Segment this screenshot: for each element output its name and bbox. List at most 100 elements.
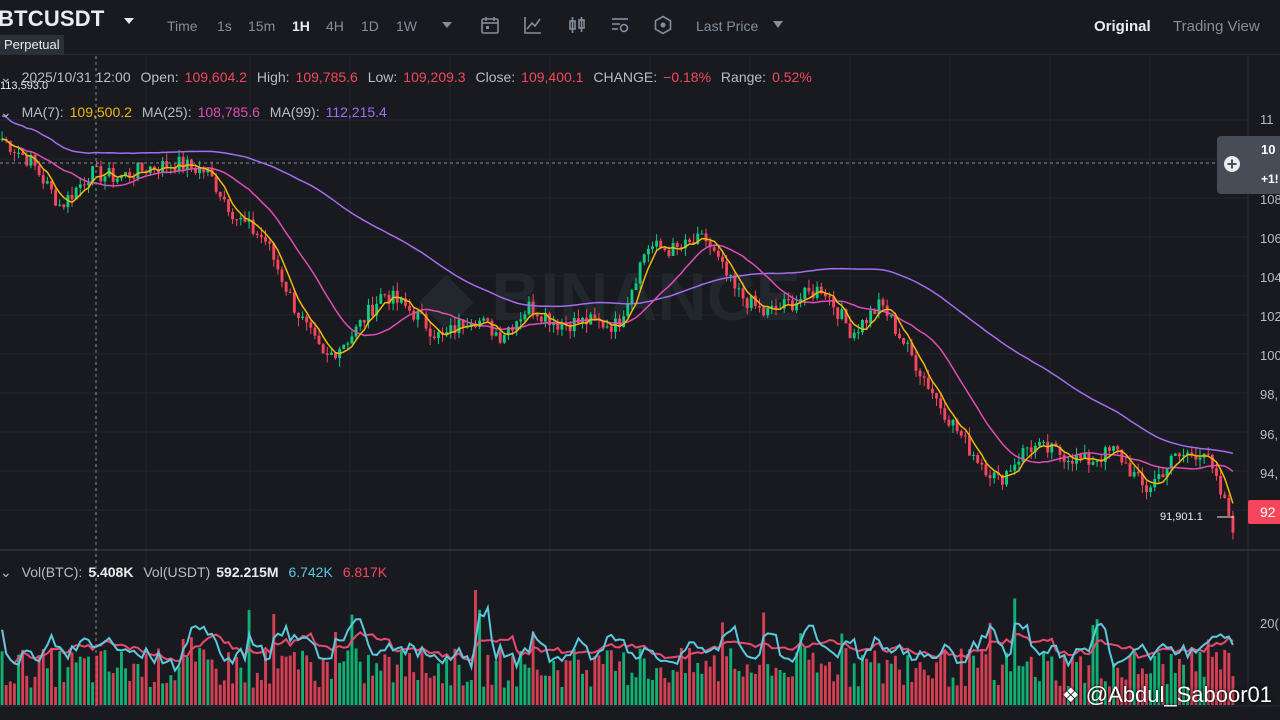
volume-bar — [231, 683, 235, 705]
view-original[interactable]: Original — [1094, 18, 1151, 35]
volume-bar — [1231, 676, 1235, 705]
volume-bar — [321, 658, 325, 705]
candle-body — [745, 298, 749, 308]
volume-bar — [1190, 647, 1194, 705]
candle-body — [432, 336, 436, 339]
add-alert-icon[interactable] — [1223, 155, 1241, 173]
legend-caret-icon[interactable]: ⌄ — [0, 69, 12, 85]
hexagon-icon[interactable] — [653, 15, 673, 35]
volume-bar — [614, 670, 617, 705]
volume-bar — [305, 655, 309, 705]
candle-body — [609, 326, 613, 332]
candle-body — [889, 315, 893, 317]
volume-bar — [721, 622, 724, 705]
candle-body — [334, 352, 337, 359]
volume-bar — [37, 655, 41, 705]
volume-bar — [157, 648, 160, 705]
volume-bar — [535, 669, 539, 705]
timeframe-4h[interactable]: 4H — [326, 18, 344, 34]
symbol-dropdown-icon[interactable] — [124, 18, 134, 24]
more-timeframes-icon[interactable] — [442, 22, 452, 28]
price-chart[interactable]: ◆ BINANCE — [0, 56, 1280, 720]
price-type-select[interactable]: Last Price — [696, 18, 759, 34]
candle-body — [782, 299, 786, 309]
timeframe-15m[interactable]: 15m — [248, 18, 276, 34]
timeframe-time[interactable]: Time — [167, 18, 198, 34]
settings-icon[interactable] — [610, 15, 630, 35]
candle-body — [181, 156, 185, 170]
candle-body — [375, 303, 379, 316]
volume-bar — [667, 682, 671, 705]
candle-body — [856, 332, 860, 334]
candle-body — [881, 299, 885, 306]
chart-panel[interactable]: ◆ BINANCE — [0, 56, 1280, 720]
symbol-title[interactable]: BTCUSDT — [0, 6, 105, 31]
volume-bar — [593, 655, 597, 705]
volume-bar — [441, 683, 444, 705]
candle-body — [506, 327, 510, 335]
candle-body — [325, 353, 329, 355]
volume-bar — [992, 679, 996, 705]
candle-body — [231, 212, 235, 220]
ma25-label: MA(25): — [141, 104, 192, 120]
volume-bar — [988, 622, 992, 705]
volume-bar — [877, 663, 881, 705]
candle-body — [1194, 455, 1198, 460]
candle-body — [852, 332, 856, 339]
volume-bar — [367, 654, 370, 705]
candle-body — [284, 281, 288, 292]
volume-bar — [280, 655, 284, 705]
volume-bar — [255, 672, 259, 705]
timeframe-1h[interactable]: 1H — [292, 18, 310, 34]
candle-body — [898, 333, 901, 338]
timeframe-1w[interactable]: 1W — [396, 18, 417, 34]
volume-bar — [243, 682, 247, 705]
volume-bar — [395, 664, 399, 705]
timeframe-1d[interactable]: 1D — [361, 18, 379, 34]
volume-bar — [8, 681, 12, 705]
candle-body — [383, 294, 387, 296]
ma-caret-icon[interactable]: ⌄ — [0, 104, 12, 120]
candle-body — [930, 388, 934, 394]
timeframe-1s[interactable]: 1s — [217, 18, 232, 34]
candle-body — [741, 288, 745, 299]
volume-bar — [671, 670, 675, 705]
volume-bar — [115, 667, 119, 705]
ma-legend: ⌄ MA(7): 109,500.2 MA(25): 108,785.6 MA(99… — [0, 104, 393, 121]
price-type-dropdown-icon[interactable] — [773, 21, 783, 28]
volume-bar — [148, 686, 152, 705]
volume-bar — [609, 650, 613, 705]
volume-bar — [457, 664, 461, 705]
candle-body — [91, 166, 95, 183]
view-trading-view[interactable]: Trading View — [1173, 18, 1260, 35]
volume-bar — [889, 663, 893, 705]
candle-body — [988, 475, 992, 479]
volume-bar — [745, 664, 749, 705]
price-axis-label: 106 — [1260, 231, 1280, 246]
volume-bar — [494, 661, 498, 705]
crosshair-price-box[interactable]: 10 +1! — [1217, 136, 1280, 194]
candle-body — [469, 323, 473, 327]
volume-bar — [268, 683, 272, 705]
candle-body — [984, 464, 988, 476]
candle-style-icon[interactable] — [567, 15, 587, 35]
candle-body — [1124, 462, 1128, 464]
volume-bar — [490, 684, 494, 705]
candle-body — [601, 320, 605, 328]
indicator-icon[interactable] — [523, 15, 543, 35]
calendar-icon[interactable] — [480, 15, 500, 35]
volume-bar — [1128, 654, 1132, 705]
candle-body — [729, 275, 733, 277]
vol-caret-icon[interactable]: ⌄ — [0, 564, 12, 580]
volume-bar — [185, 656, 189, 705]
volume-bar — [828, 661, 831, 705]
candle-body — [527, 301, 531, 315]
volume-bar — [1091, 625, 1095, 705]
volume-bar — [840, 633, 844, 705]
candle-body — [762, 307, 766, 316]
volume-axis-label: 20( — [1260, 616, 1279, 631]
volume-bar — [848, 686, 852, 705]
candle-body — [453, 325, 457, 334]
candle-body — [264, 237, 267, 242]
volume-bar — [0, 651, 4, 705]
